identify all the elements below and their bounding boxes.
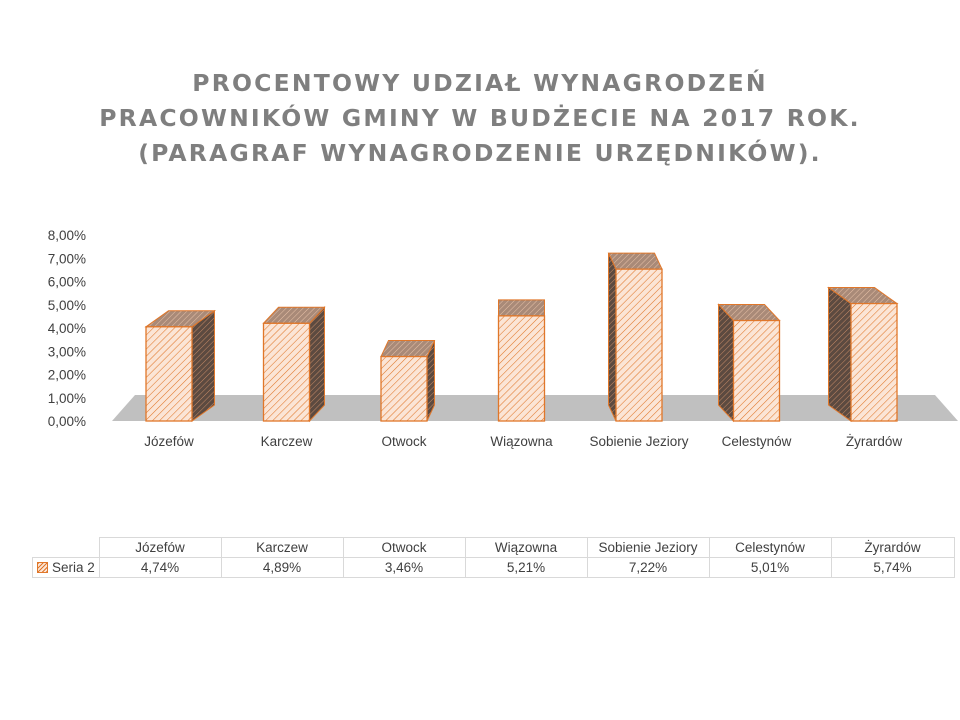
x-tick-label: Sobienie Jeziory <box>589 434 688 449</box>
series-name: Seria 2 <box>52 560 95 575</box>
x-tick-label: Karczew <box>261 434 313 449</box>
chart-title-line-2: PRACOWNIKÓW GMINY W BUDŻECIE NA 2017 ROK… <box>99 104 861 132</box>
bar-front-face <box>262 322 311 422</box>
x-tick-label: Żyrardów <box>846 434 903 449</box>
y-tick-label: 4,00% <box>48 321 86 336</box>
bar-front-face <box>615 268 663 422</box>
table-value-celestynow: 5,01% <box>708 557 832 578</box>
y-tick-label: 7,00% <box>48 251 86 266</box>
table-value-otwock: 3,46% <box>342 557 466 578</box>
bar-front-face <box>145 326 193 422</box>
table-value-jozefow: 4,74% <box>98 557 222 578</box>
y-tick-label: 1,00% <box>48 391 86 406</box>
data-table: Józefów Karczew Otwock Wiązowna Sobienie Jez… <box>32 537 955 578</box>
table-value-wiazowna: 5,21% <box>464 557 588 578</box>
y-tick-label: 3,00% <box>48 344 86 359</box>
bar-side-face <box>828 286 852 422</box>
bar-karczew <box>262 306 326 423</box>
table-value-zyrardow: 5,74% <box>830 557 955 578</box>
table-corner-cell <box>32 537 100 558</box>
bar-side-face <box>191 309 215 422</box>
table-header-sobienie-jeziory: Sobienie Jeziory <box>586 537 710 558</box>
bar-wiazowna <box>497 299 546 422</box>
table-header-jozefow: Józefów <box>98 537 222 558</box>
chart-title-line-1: PROCENTOWY UDZIAŁ WYNAGRODZEŃ <box>192 69 768 97</box>
x-tick-label: Otwock <box>381 434 426 449</box>
bar-side-face <box>309 306 325 423</box>
bar-front-face <box>732 319 781 422</box>
table-header-otwock: Otwock <box>342 537 466 558</box>
table-header-row: Józefów Karczew Otwock Wiązowna Sobienie Jez… <box>32 537 955 558</box>
table-value-karczew: 4,89% <box>220 557 344 578</box>
y-tick-label: 5,00% <box>48 298 86 313</box>
bar-zyrardow <box>826 286 899 422</box>
table-row: Seria 2 4,74% 4,89% 3,46% 5,21% 7,22% 5,01% 5,… <box>32 557 955 578</box>
table-header-wiazowna: Wiązowna <box>464 537 588 558</box>
bar-otwock <box>380 340 436 422</box>
x-tick-label: Wiązowna <box>490 434 553 449</box>
y-tick-label: 6,00% <box>48 275 86 290</box>
chart-title: PROCENTOWY UDZIAŁ WYNAGRODZEŃ PRACOWNIKÓ… <box>0 66 960 171</box>
y-tick-label: 0,00% <box>48 414 86 429</box>
y-tick-label: 2,00% <box>48 368 86 383</box>
bar-celestynow <box>717 303 781 423</box>
table-header-karczew: Karczew <box>220 537 344 558</box>
table-header-zyrardow: Żyrardów <box>830 537 955 558</box>
table-value-sobienie-jeziory: 7,22% <box>586 557 710 578</box>
bar-jozefow <box>144 309 217 422</box>
bar-front-face <box>850 302 898 422</box>
legend-key-icon <box>37 562 48 573</box>
bar-top-face <box>607 252 663 270</box>
y-axis: 0,00% 1,00% 2,00% 3,00% 4,00% 5,00% 6,00% 7,00%… <box>48 228 86 429</box>
bar-front-face <box>380 355 428 422</box>
table-series-cell: Seria 2 <box>32 557 100 578</box>
chart-title-line-3: (PARAGRAF WYNAGRODZENIE URZĘDNIKÓW). <box>138 139 822 167</box>
bar-side-face <box>718 303 734 423</box>
x-axis: Józefów Karczew Otwock Wiązowna Sobienie Jez… <box>144 434 902 449</box>
bars <box>144 252 899 423</box>
table-header-celestynow: Celestynów <box>708 537 832 558</box>
column-chart: 0,00% 1,00% 2,00% 3,00% 4,00% 5,00% 6,00% 7,00%… <box>48 228 958 449</box>
bar-sobienie-jeziory <box>607 252 663 422</box>
bar-top-face <box>498 299 545 317</box>
bar-side-face <box>608 252 617 422</box>
x-tick-label: Celestynów <box>722 434 792 449</box>
bar-front-face <box>497 315 546 422</box>
y-tick-label: 8,00% <box>48 228 86 243</box>
x-tick-label: Józefów <box>144 434 194 449</box>
bar-top-face <box>380 340 436 358</box>
